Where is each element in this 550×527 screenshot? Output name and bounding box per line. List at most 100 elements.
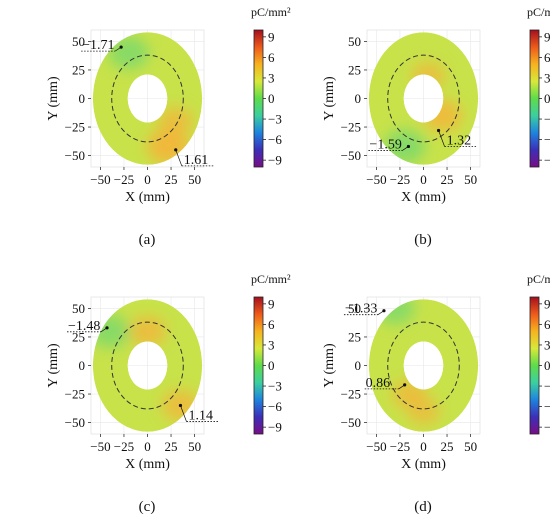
colorbar-tick-label: −6 (268, 132, 282, 147)
y-tick-label: −50 (341, 148, 361, 163)
annotation-label: 0.86 (366, 376, 391, 391)
annotation-leader (438, 130, 445, 147)
colorbar-tick-label: −3 (268, 112, 282, 127)
y-tick-label: 50 (348, 34, 361, 49)
y-axis-label: Y (mm) (46, 76, 61, 121)
x-tick-label: 50 (188, 172, 201, 187)
colorbar-unit: pC/mm² (527, 5, 550, 19)
x-tick-label: −25 (114, 439, 134, 454)
x-tick-label: −50 (366, 439, 386, 454)
subfigure-label: (c) (139, 499, 156, 515)
hotspot (108, 36, 149, 70)
annotation-leader (377, 310, 385, 315)
y-tick-label: −50 (65, 415, 85, 430)
subplot-b: −50 −25 0 25 50 50 25 0 −25 −50 X (mm) Y (mm) 9 6 3 0 −3… (322, 5, 550, 248)
hotspot (407, 397, 440, 425)
colorbar (253, 296, 264, 435)
subfigure-label: (b) (414, 232, 432, 248)
colorbar (529, 29, 540, 168)
x-tick-label: 0 (420, 172, 427, 187)
y-tick-label: −25 (65, 120, 85, 135)
annotation-leader (175, 149, 183, 166)
y-tick-label: 25 (348, 62, 361, 77)
colorbar-tick-label: 3 (544, 70, 550, 85)
subplot-a: −50 −25 0 25 50 50 25 0 −25 −50 X (mm) Y (mm) 9 6 3 0 −3… (46, 5, 291, 248)
x-axis-label: X (mm) (125, 190, 170, 205)
annotation-leader (100, 327, 108, 333)
colorbar-tick-label: 0 (268, 91, 275, 106)
x-tick-label: −50 (366, 172, 386, 187)
subfigure-label: (d) (414, 499, 432, 515)
y-tick-label: −25 (65, 387, 85, 402)
colorbar (253, 29, 264, 168)
y-tick-label: 0 (355, 358, 362, 373)
annotation-label: 1.32 (447, 133, 472, 148)
y-tick-label: 50 (72, 34, 85, 49)
annotation-label: −1.48 (68, 319, 100, 334)
x-axis-label: X (mm) (401, 190, 446, 205)
colorbar-tick-label: 0 (544, 358, 550, 373)
annotation-label: −1.59 (369, 137, 401, 152)
colorbar-tick-label: 6 (544, 317, 550, 332)
colorbar-tick-label: −6 (268, 399, 282, 414)
x-tick-label: 25 (165, 172, 178, 187)
annotation-label: −1.33 (345, 302, 377, 317)
dashed-circle (111, 54, 184, 143)
dashed-circle (387, 321, 460, 410)
y-tick-label: −25 (341, 120, 361, 135)
x-axis-label: X (mm) (401, 457, 446, 472)
colorbar-tick-label: −6 (544, 399, 550, 414)
y-tick-label: 50 (348, 301, 361, 316)
colorbar-tick-label: 9 (544, 296, 550, 311)
colorbar-tick-label: −9 (268, 153, 282, 168)
x-tick-label: 50 (464, 172, 477, 187)
y-axis-label: Y (mm) (46, 343, 61, 388)
y-tick-label: −50 (65, 148, 85, 163)
x-tick-label: −25 (390, 439, 410, 454)
y-tick-label: −50 (341, 415, 361, 430)
colorbar-tick-label: 6 (544, 50, 550, 65)
x-tick-label: −50 (90, 172, 110, 187)
y-tick-label: −25 (341, 387, 361, 402)
x-tick-label: 50 (188, 439, 201, 454)
subplot-d: −50 −25 0 25 50 50 25 0 −25 −50 X (mm) Y (mm) 9 6 3 0 −3… (322, 272, 550, 515)
y-tick-label: 0 (79, 91, 86, 106)
x-tick-label: −25 (114, 172, 134, 187)
ring-heatmap (92, 32, 203, 165)
colorbar-tick-label: −9 (544, 420, 550, 435)
colorbar-tick-label: 6 (268, 50, 275, 65)
y-tick-label: 0 (79, 358, 86, 373)
dashed-circle (111, 321, 184, 410)
y-tick-label: 25 (72, 62, 85, 77)
colorbar (529, 296, 540, 435)
x-tick-label: 0 (144, 172, 151, 187)
annotation-label: −1.71 (82, 38, 114, 53)
y-tick-label: 0 (355, 91, 362, 106)
colorbar-unit: pC/mm² (251, 5, 291, 19)
x-tick-label: −25 (390, 172, 410, 187)
colorbar-tick-label: −3 (268, 379, 282, 394)
annotation-leader (114, 46, 122, 52)
x-tick-label: 25 (441, 172, 454, 187)
x-tick-label: 0 (144, 439, 151, 454)
annotation-leader (402, 146, 409, 151)
colorbar-tick-label: −9 (544, 153, 550, 168)
colorbar-tick-label: −9 (268, 420, 282, 435)
x-tick-label: 25 (165, 439, 178, 454)
x-tick-label: 50 (464, 439, 477, 454)
y-axis-label: Y (mm) (322, 343, 337, 388)
hotspot (158, 107, 194, 136)
annotation-leader (180, 405, 187, 422)
y-tick-label: 50 (72, 301, 85, 316)
colorbar-unit: pC/mm² (527, 272, 550, 286)
colorbar-tick-label: 9 (268, 296, 275, 311)
colorbar-tick-label: 9 (268, 29, 275, 44)
annotation-label: 1.61 (184, 153, 209, 168)
y-tick-label: 25 (72, 329, 85, 344)
colorbar-tick-label: −6 (544, 132, 550, 147)
colorbar-tick-label: 0 (544, 91, 550, 106)
colorbar-tick-label: −3 (544, 379, 550, 394)
annotation-leader (398, 384, 405, 390)
subfigure-label: (a) (139, 232, 156, 248)
